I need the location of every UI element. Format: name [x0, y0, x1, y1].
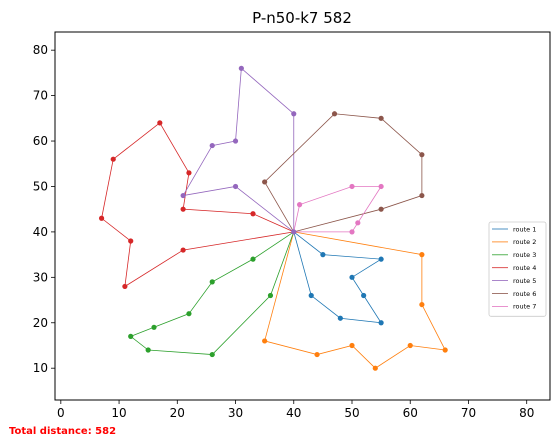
route-1-point: [308, 292, 314, 299]
route-2-point: [349, 342, 355, 349]
y-tick-label: 70: [33, 89, 48, 103]
y-tick-label: 30: [33, 270, 48, 284]
route-2-point: [419, 252, 425, 258]
axes-frame: [54, 31, 551, 401]
x-tick-label: 80: [519, 406, 534, 420]
route-7-point: [378, 183, 384, 190]
plot-area: 0 10 20 30 40 50 60 70 80 10 20 30 40 50 60 70 80: [33, 31, 551, 420]
route-4-point: [122, 283, 128, 290]
route-6-point: [419, 152, 425, 158]
route-3-point: [267, 292, 274, 299]
route-4-line: [101, 122, 294, 288]
route-4-point: [180, 247, 186, 253]
route-3-line: [129, 231, 295, 355]
x-tick-label: 0: [57, 406, 65, 420]
route-2-line: [264, 231, 446, 369]
route-3-point: [145, 347, 151, 353]
route-2-point: [419, 301, 425, 308]
route-4-point: [180, 206, 186, 212]
x-tick-label: 30: [228, 406, 243, 420]
route-4-point: [186, 170, 192, 176]
route-2-point: [372, 365, 378, 371]
route-7-line: [293, 186, 382, 233]
route-5-point: [291, 111, 297, 117]
y-tick-label: 40: [33, 225, 48, 239]
legend-label-route-7: route 7: [513, 303, 536, 311]
route-5-point: [238, 65, 244, 71]
x-tick-label: 70: [461, 406, 476, 420]
route-3-point: [250, 256, 256, 262]
route-7-point: [349, 229, 355, 235]
route-1-line: [293, 231, 383, 324]
route-3-point: [151, 324, 157, 330]
route-6-point: [331, 111, 338, 117]
route-1-point: [349, 274, 355, 280]
x-tick-label: 40: [286, 406, 301, 420]
route-6-line: [264, 113, 423, 233]
route-7-point: [355, 220, 361, 226]
legend-box: [488, 221, 547, 317]
legend-label-route-3: route 3: [513, 251, 536, 259]
legend-label-route-1: route 1: [513, 225, 536, 233]
x-tick-label: 10: [111, 406, 126, 420]
route-5-point: [180, 192, 186, 199]
route-3-point: [186, 311, 192, 317]
route-5-point: [209, 142, 215, 149]
depot-point: [291, 229, 297, 235]
route-2-point: [262, 338, 268, 344]
route-4-point: [157, 120, 163, 126]
y-tick-label: 50: [33, 179, 48, 193]
y-tick-label: 20: [33, 316, 48, 330]
route-6-point: [262, 179, 268, 185]
route-3-point: [128, 333, 134, 339]
route-1-point: [378, 320, 384, 326]
route-3-point: [209, 351, 215, 358]
chart-title: P-n50-k7 582: [252, 9, 352, 27]
route-5-line: [182, 67, 295, 233]
route-4-point: [110, 156, 116, 162]
route-2-point: [407, 342, 413, 349]
route-5-point: [232, 138, 239, 144]
route-6-point: [378, 115, 384, 121]
route-1-point: [337, 315, 343, 321]
route-1-point: [378, 256, 384, 262]
legend-label-route-6: route 6: [513, 290, 536, 298]
route-4-point: [250, 211, 256, 217]
x-tick-label: 60: [403, 406, 418, 420]
y-tick-label: 10: [33, 361, 48, 375]
route-7-point: [349, 183, 355, 190]
route-1-point: [361, 292, 367, 299]
route-3-point: [209, 279, 215, 285]
route-5-point: [232, 183, 239, 190]
legend-label-route-5: route 5: [513, 277, 536, 285]
y-tick-label: 80: [33, 43, 48, 57]
legend-label-route-4: route 4: [513, 264, 536, 272]
route-6-point: [378, 206, 384, 212]
route-4-point: [98, 215, 105, 221]
x-tick-label: 20: [170, 406, 185, 420]
legend-label-route-2: route 2: [513, 238, 536, 246]
y-tick-label: 60: [33, 134, 48, 148]
route-7-point: [296, 202, 303, 208]
total-distance-label: Total distance: 582: [9, 426, 117, 437]
route-1-point: [320, 252, 326, 258]
route-4-point: [128, 238, 134, 244]
route-2-point: [442, 347, 448, 353]
x-tick-label: 50: [344, 406, 359, 420]
route-6-point: [419, 192, 425, 199]
legend: route 1 route 2 route 3 route 4 route 5 route…: [488, 221, 547, 317]
route-2-point: [314, 351, 320, 358]
